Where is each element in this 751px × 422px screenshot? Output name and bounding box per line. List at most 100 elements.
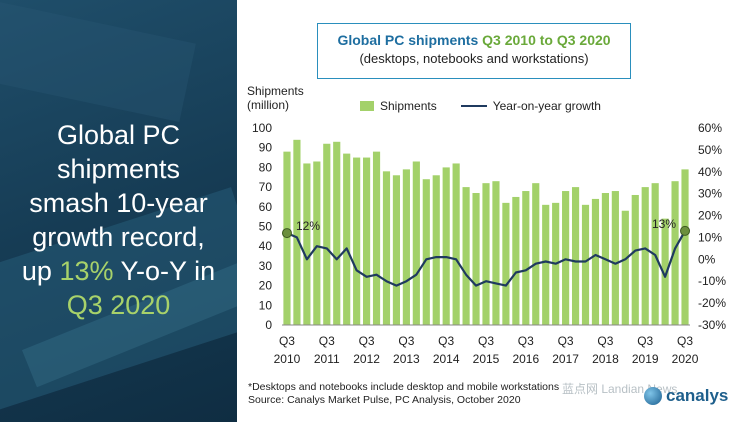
source-note: Source: Canalys Market Pulse, PC Analysi… — [248, 394, 521, 406]
headline-text-part: up — [21, 256, 60, 286]
y-tick-label: 50 — [259, 220, 273, 234]
x-tick-label: Q3 — [398, 334, 414, 348]
legend-label: Year-on-year growth — [492, 99, 601, 113]
growth-data-label: 12% — [296, 219, 320, 233]
shipment-bar — [293, 139, 301, 325]
shipment-bar — [542, 204, 550, 325]
y-axis-label: Shipments (million) — [247, 84, 304, 112]
x-tick-label: 2020 — [672, 352, 699, 366]
shipment-bar — [562, 191, 570, 325]
shipment-bar — [323, 143, 331, 325]
x-tick-label: 2013 — [393, 352, 420, 366]
y-tick-label: 60 — [259, 200, 273, 214]
chart-title: Global PC shipments Q3 2010 to Q3 2020 — [318, 32, 630, 48]
x-tick-label: Q3 — [319, 334, 335, 348]
y2-tick-label: -20% — [698, 296, 726, 310]
shipment-bar — [432, 175, 440, 325]
shipment-bar — [353, 157, 361, 325]
x-tick-label: Q3 — [518, 334, 534, 348]
x-tick-label: 2019 — [632, 352, 659, 366]
shipment-bar — [681, 169, 689, 325]
shipment-bar — [522, 191, 530, 325]
headline-line: smash 10-year — [29, 188, 208, 218]
x-tick-label: Q3 — [558, 334, 574, 348]
x-tick-label: Q3 — [438, 334, 454, 348]
shipment-bar — [382, 171, 391, 325]
shipment-bar — [621, 210, 629, 325]
shipment-bar — [462, 187, 470, 325]
y2-tick-label: -30% — [698, 318, 726, 332]
shipment-bar — [412, 161, 420, 325]
shipment-bar — [283, 151, 291, 325]
x-tick-label: Q3 — [597, 334, 613, 348]
x-tick-label: 2010 — [274, 352, 301, 366]
headline-panel: Global PC shipments smash 10-year growth… — [0, 0, 237, 422]
x-tick-label: Q3 — [478, 334, 494, 348]
shipment-bar — [532, 183, 540, 325]
footnote: *Desktops and notebooks include desktop … — [248, 381, 560, 393]
growth-data-label: 13% — [652, 217, 676, 231]
chart-title-period: Q3 2010 to Q3 2020 — [478, 32, 611, 48]
shipment-bar — [442, 167, 450, 325]
shipment-bar — [492, 181, 500, 325]
headline-line: up 13% Y-o-Y in — [0, 254, 237, 288]
y2-tick-label: 20% — [698, 209, 722, 223]
shipment-bar — [591, 198, 600, 325]
y2-tick-label: 30% — [698, 187, 722, 201]
shipment-bar — [661, 218, 669, 325]
y-tick-label: 10 — [259, 298, 273, 312]
chart-title-box: Global PC shipments Q3 2010 to Q3 2020 (… — [317, 23, 631, 79]
shipment-bar — [472, 193, 480, 325]
shipment-bar — [303, 163, 311, 325]
y-tick-label: 70 — [259, 180, 273, 194]
y2-tick-label: -10% — [698, 274, 726, 288]
globe-icon — [644, 387, 662, 405]
shipment-bar — [313, 161, 321, 325]
legend-label: Shipments — [380, 99, 437, 113]
logo-text: canalys — [666, 386, 729, 405]
chart-subtitle: (desktops, notebooks and workstations) — [359, 51, 589, 66]
growth-line — [286, 230, 686, 287]
y-tick-label: 80 — [259, 160, 273, 174]
shipment-bar — [343, 153, 351, 325]
shipment-bar — [641, 187, 649, 325]
x-tick-label: 2016 — [512, 352, 539, 366]
growth-marker — [281, 228, 292, 239]
y2-tick-label: 0% — [698, 252, 716, 266]
headline-line: growth record, — [32, 222, 205, 252]
y2-tick-label: 50% — [698, 143, 722, 157]
shipment-bar — [372, 151, 381, 325]
chart-legend: Shipments Year-on-year growth — [360, 99, 601, 113]
headline-line: shipments — [56, 154, 181, 184]
shipment-bar — [422, 179, 430, 325]
shipment-bar — [392, 175, 401, 325]
headline-highlight: Q3 2020 — [66, 290, 171, 320]
canalys-logo: canalys — [644, 386, 728, 406]
legend-swatch-line — [460, 105, 487, 107]
x-tick-label: Q3 — [677, 334, 693, 348]
y-axis-label-line: Shipments — [247, 84, 304, 98]
shipment-bar — [631, 194, 639, 325]
x-tick-label: 2014 — [433, 352, 460, 366]
y-tick-label: 90 — [259, 141, 273, 155]
shipment-bar — [333, 141, 341, 325]
x-tick-label: 2018 — [592, 352, 619, 366]
headline-text: Global PC shipments smash 10-year growth… — [0, 118, 237, 322]
y-tick-label: 30 — [259, 259, 273, 273]
shipment-bar — [571, 187, 580, 325]
shipment-bar — [402, 169, 410, 325]
shipment-bar — [363, 157, 371, 325]
y-axis-label-line: (million) — [247, 98, 289, 112]
shipment-bar — [671, 181, 679, 325]
y-tick-label: 20 — [259, 279, 273, 293]
headline-line: Global PC — [56, 120, 181, 150]
headline-highlight: 13% — [59, 256, 114, 286]
shipment-bar — [581, 204, 590, 325]
x-tick-label: Q3 — [279, 334, 295, 348]
shipment-bar — [452, 163, 460, 325]
x-tick-label: Q3 — [359, 334, 375, 348]
shipment-bar — [512, 196, 520, 325]
shipment-bar — [611, 191, 619, 325]
shipment-bar — [502, 202, 510, 325]
y2-tick-label: 10% — [698, 230, 722, 244]
